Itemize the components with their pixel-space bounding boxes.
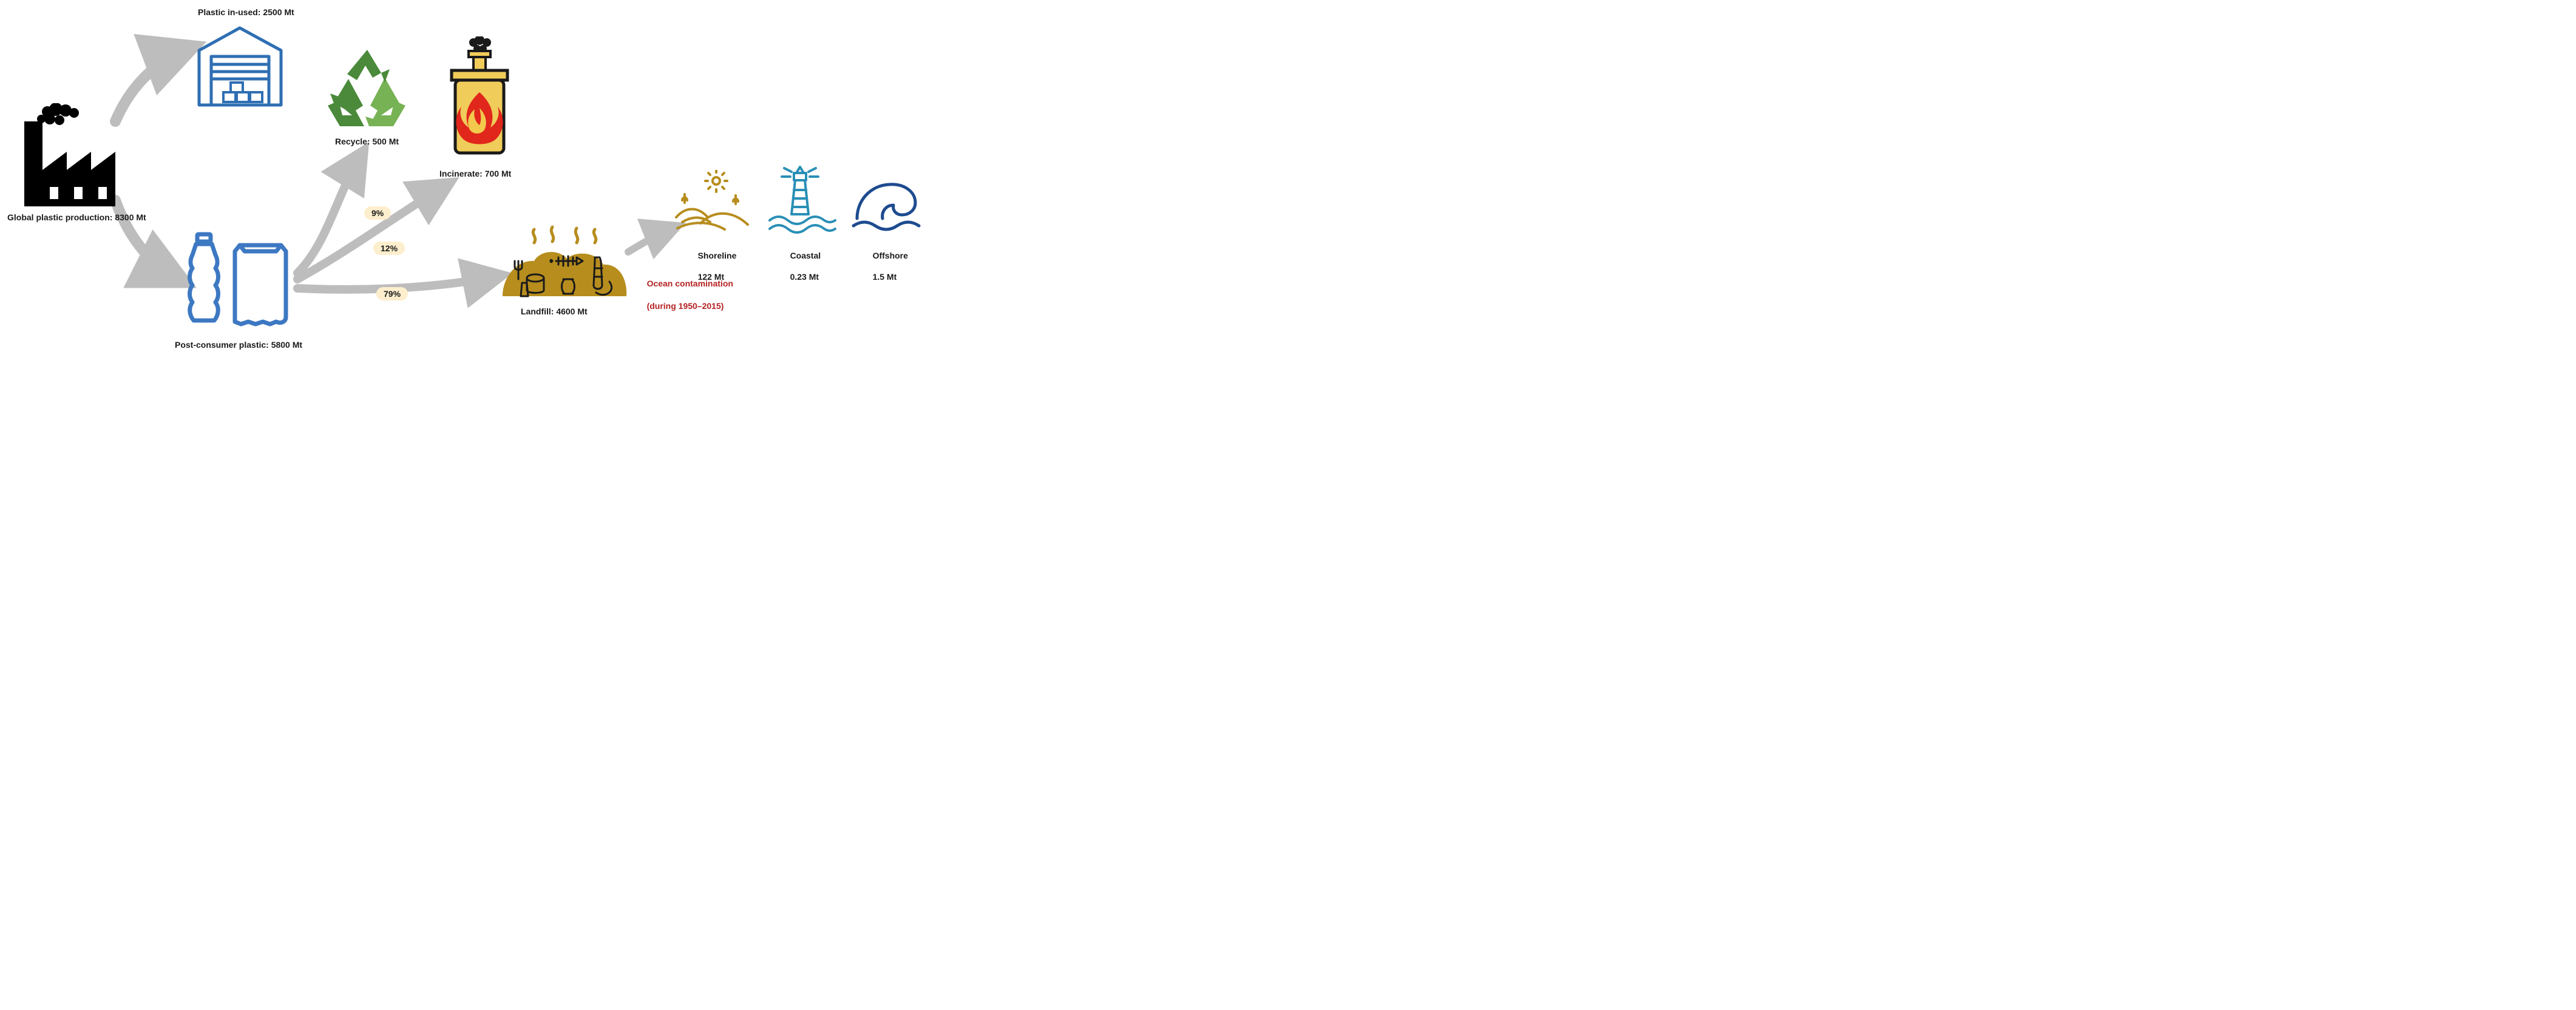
warehouse-icon — [193, 23, 287, 108]
ocean-note-line1: Ocean contamination — [647, 279, 733, 288]
offshore-icon — [850, 176, 923, 237]
arrow-landfill-to-ocean — [628, 228, 674, 252]
recycle-icon — [322, 42, 413, 134]
offshore-label: Offshore 1.5 Mt — [863, 240, 908, 293]
offshore-value: 1.5 Mt — [873, 272, 897, 282]
factory-icon — [12, 103, 134, 206]
recycle-label: Recycle: 500 Mt — [335, 137, 399, 146]
shoreline-name: Shoreline — [698, 251, 737, 260]
coastal-value: 0.23 Mt — [790, 272, 819, 282]
coastal-icon — [764, 161, 836, 237]
arrow-post-to-recycle — [297, 155, 361, 273]
offshore-name: Offshore — [873, 251, 908, 260]
ocean-contamination-note: Ocean contamination (during 1950–2015) — [637, 267, 733, 322]
post-consumer-label: Post-consumer plastic: 5800 Mt — [175, 340, 302, 350]
diagram-canvas: Global plastic production: 8300 Mt Plast… — [0, 0, 929, 364]
incinerate-label: Incinerate: 700 Mt — [439, 169, 511, 178]
pct-recycle: 9% — [364, 206, 391, 220]
arrow-post-to-incin — [297, 185, 446, 279]
in-use-label: Plastic in-used: 2500 Mt — [198, 7, 294, 17]
coastal-name: Coastal — [790, 251, 821, 260]
coastal-label: Coastal 0.23 Mt — [781, 240, 821, 293]
production-label: Global plastic production: 8300 Mt — [7, 212, 146, 222]
pct-incinerate: 12% — [373, 242, 405, 255]
ocean-note-line2: (during 1950–2015) — [647, 301, 724, 311]
landfill-icon — [498, 225, 631, 303]
shoreline-icon — [674, 170, 753, 237]
incinerate-icon — [437, 36, 522, 164]
pct-landfill: 79% — [376, 287, 408, 300]
post-consumer-icon — [179, 231, 294, 328]
landfill-label: Landfill: 4600 Mt — [521, 307, 588, 316]
